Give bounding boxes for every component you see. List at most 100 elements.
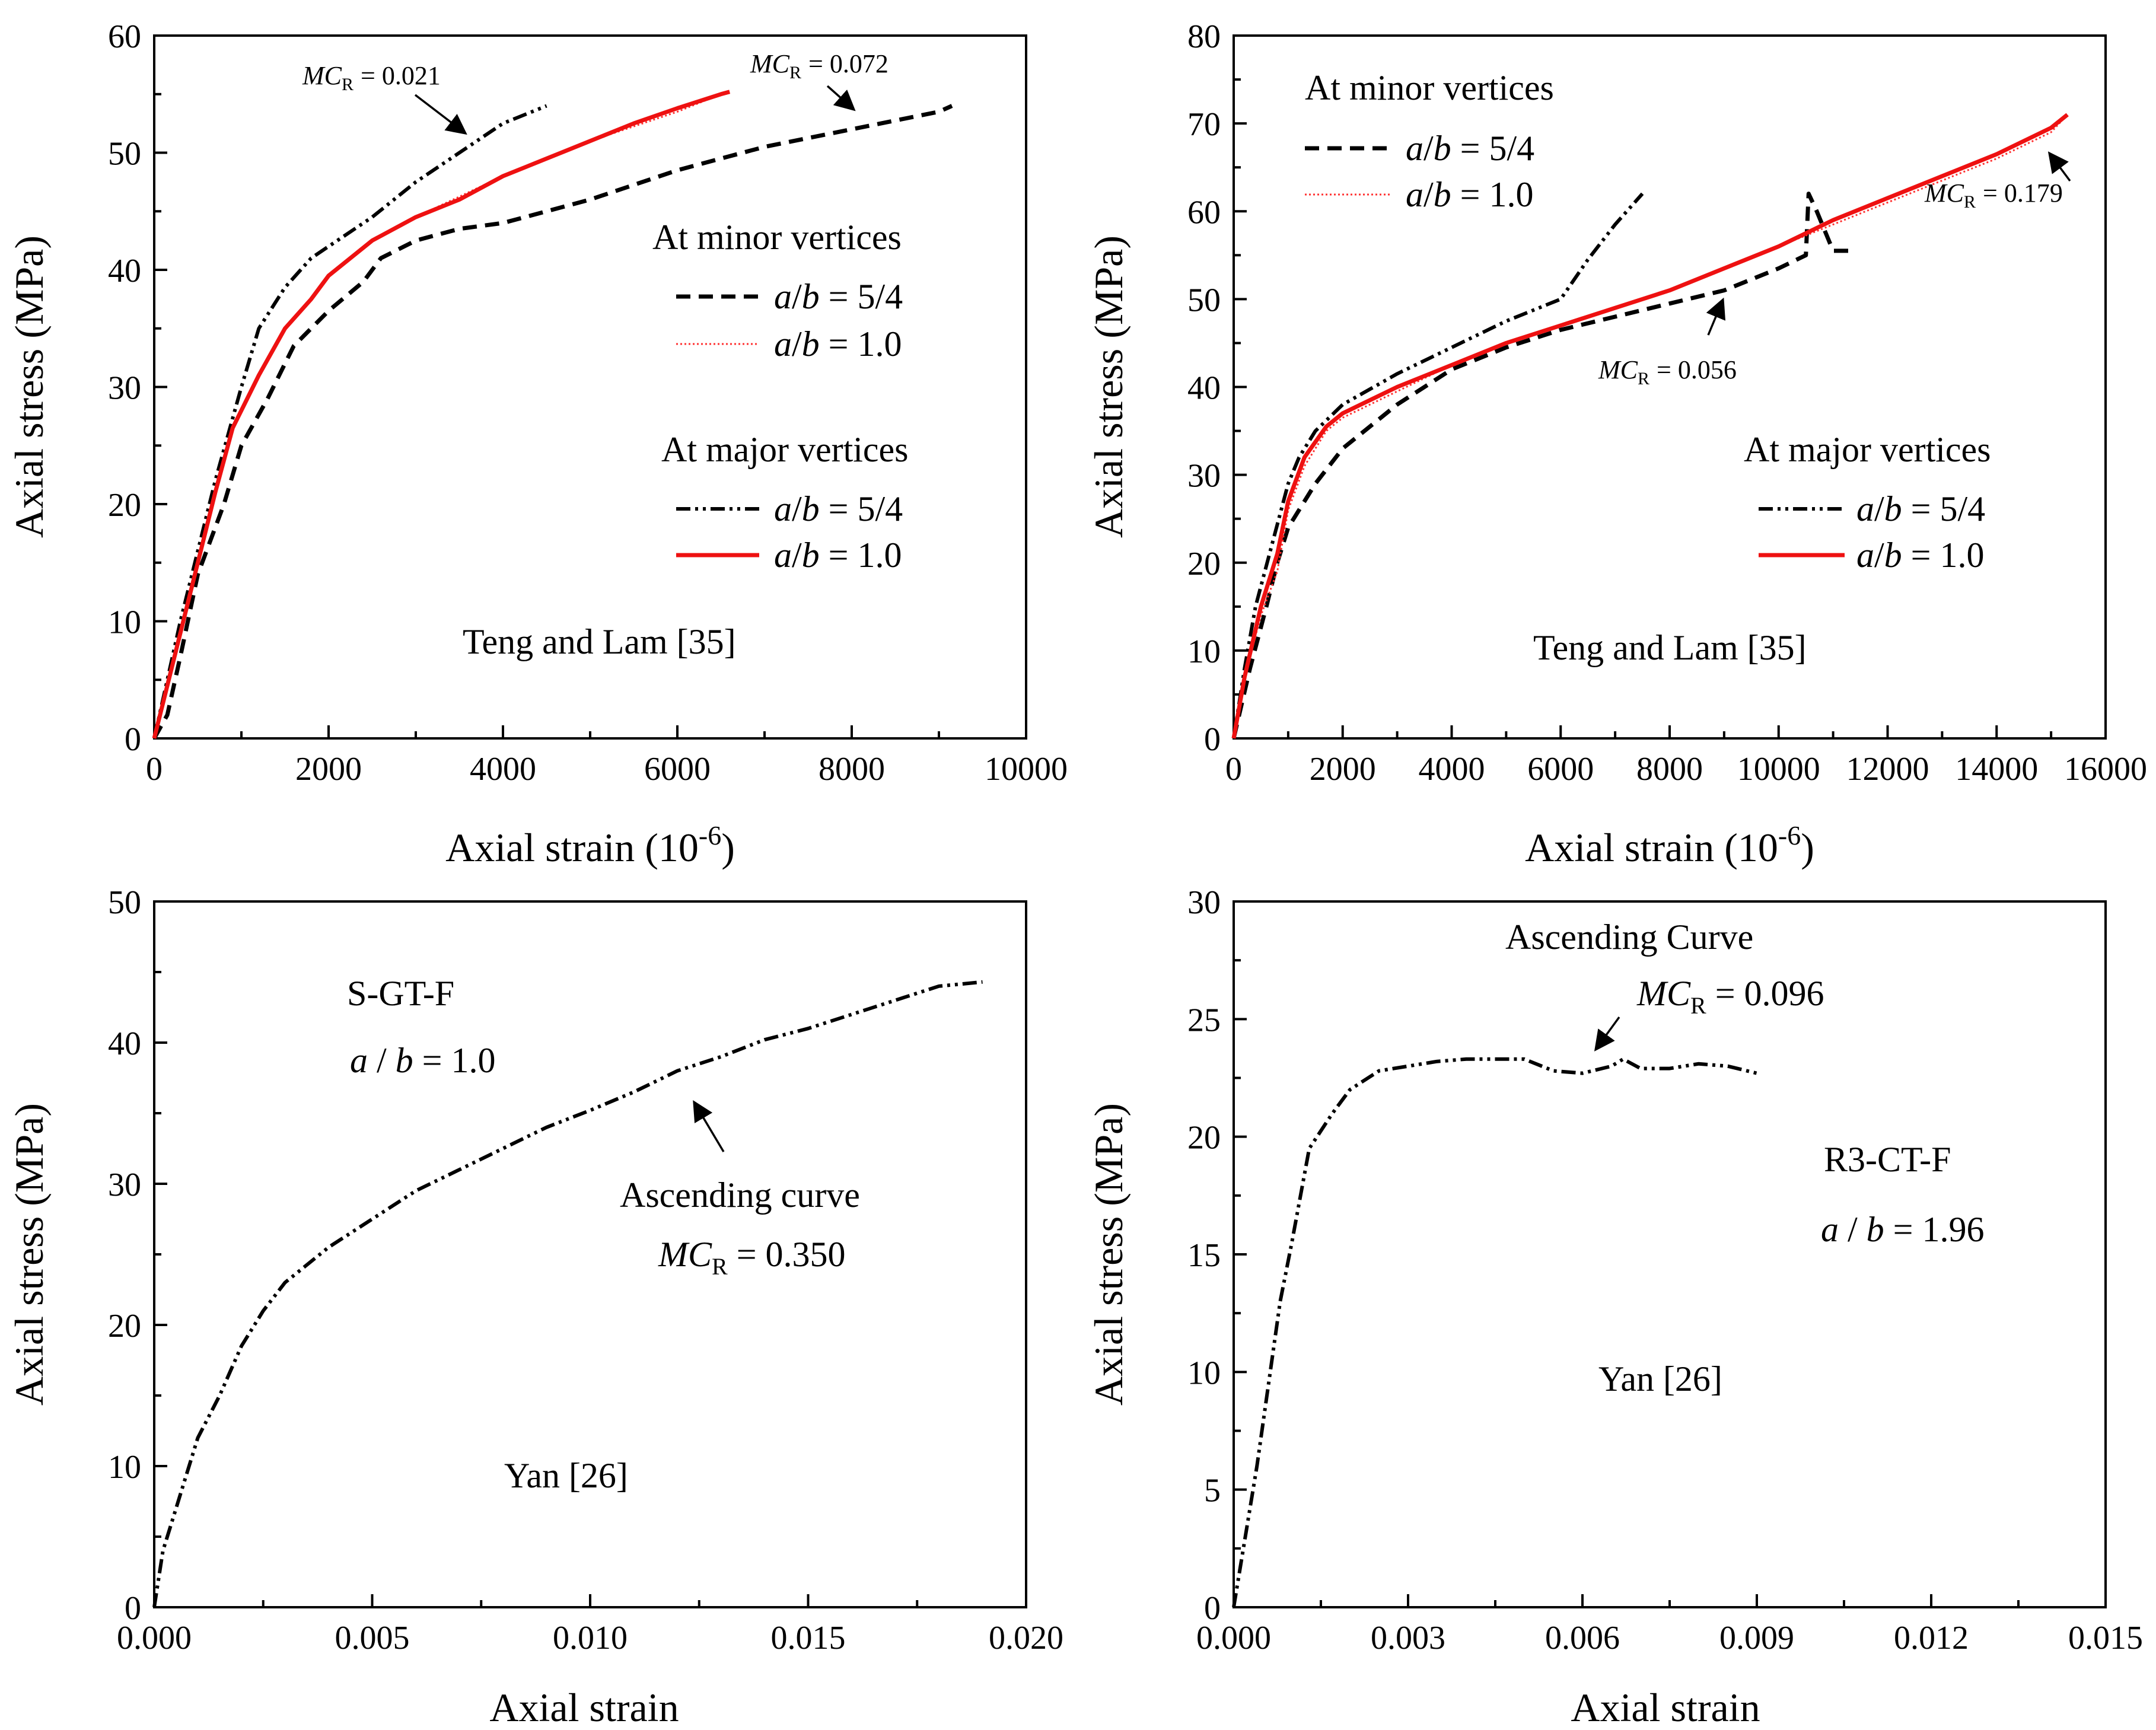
panel-1-y-tick-label: 10 [108, 604, 141, 641]
panel-1-mc-annotation-1: MCR = 0.021 [302, 61, 441, 94]
panel-4-x-axis-label: Axial strain [1571, 1685, 1760, 1730]
panel-2-series-line-2 [1232, 192, 1644, 739]
panel-2-x-tick-label: 6000 [1527, 751, 1594, 788]
panel-3-y-tick-label: 20 [108, 1308, 141, 1345]
panel-2-y-tick-label: 20 [1187, 546, 1221, 582]
panel-2-y-tick-label: 80 [1187, 18, 1221, 55]
panel-1-y-axis-label: Axial stress (MPa) [7, 235, 52, 538]
panel-2-legend: At minor vertices a/b = 5/4 a/b = 1.0 At… [1305, 68, 1991, 575]
panel-2-x-tick-label: 8000 [1636, 751, 1703, 788]
panel-2-y-tick-label: 0 [1204, 721, 1221, 758]
panel-4: 0.000 0.003 0.006 0.009 0.012 0.015 0 5 10 15 20 25… [1086, 884, 2143, 1730]
panel-1-legend-label-major-54: a/b = 5/4 [774, 489, 903, 528]
panel-2-series-line-0 [1231, 192, 1850, 739]
panel-3-annotation-arrow [693, 1100, 725, 1152]
panel-3-x-tick-label: 0.000 [117, 1620, 192, 1656]
panel-2-x-tick-label: 14000 [1955, 751, 2038, 788]
panel-3-y-tick-label: 10 [108, 1449, 141, 1486]
panel-2: 0 2000 4000 6000 8000 10000 12000 14000 16000 0 10… [1086, 18, 2147, 870]
panel-4-y-tick-label: 20 [1187, 1120, 1221, 1156]
panel-2-y-tick-label: 40 [1187, 370, 1221, 407]
panel-4-x-tick-label: 0.009 [1719, 1620, 1794, 1656]
panel-3-y-tick-label: 0 [125, 1590, 141, 1627]
panel-2-mc-arrow-2 [2047, 151, 2071, 182]
panel-1-legend: At minor vertices a/b = 5/4 a/b = 1.0 At… [652, 218, 909, 575]
panel-1-x-tick-label: 4000 [470, 751, 536, 788]
panel-4-y-axis-label: Axial stress (MPa) [1086, 1103, 1131, 1406]
panel-3-specimen: S-GT-F [347, 974, 454, 1013]
panel-1-series-line-2 [152, 104, 547, 739]
panel-2-legend-major-title: At major vertices [1744, 430, 1991, 469]
panel-1-legend-label-minor-10: a/b = 1.0 [774, 324, 902, 364]
panel-4-y-tick-label: 30 [1187, 884, 1221, 921]
panel-4-ticks: 0.000 0.003 0.006 0.009 0.012 0.015 0 5 10 15 20 25… [1187, 884, 2143, 1656]
panel-3-y-tick-label: 40 [108, 1025, 141, 1062]
panel-1-legend-label-major-10: a/b = 1.0 [774, 536, 902, 575]
panel-4-x-tick-label: 0.000 [1196, 1620, 1271, 1656]
panel-3-source: Yan [26] [504, 1456, 628, 1495]
panel-1-legend-minor-title: At minor vertices [652, 218, 902, 257]
panel-2-legend-label-minor-54: a/b = 5/4 [1406, 129, 1534, 168]
panel-4-y-tick-label: 10 [1187, 1355, 1221, 1391]
panel-3-ratio: a / b = 1.0 [350, 1041, 496, 1080]
panel-3-mc-annotation: MCR = 0.350 [658, 1235, 846, 1280]
panel-3: 0.000 0.005 0.010 0.015 0.020 0 10 20 30 40 50 Axi… [7, 884, 1063, 1730]
panel-1-y-tick-label: 60 [108, 18, 141, 55]
panel-1-ticks: 0 2000 4000 6000 8000 10000 0 10 20 30 40 50 60 [108, 18, 1068, 788]
panel-2-mc-annotation-2: MCR = 0.179 [1924, 179, 2063, 212]
panel-4-y-tick-label: 0 [1204, 1590, 1221, 1627]
panel-4-x-tick-label: 0.003 [1371, 1620, 1445, 1656]
panel-1-x-tick-label: 6000 [644, 751, 711, 788]
panel-1-y-tick-label: 20 [108, 487, 141, 524]
panel-2-x-axis-label: Axial strain (10-6) [1525, 820, 1814, 870]
panel-1-x-axis-label: Axial strain (10-6) [445, 820, 735, 870]
panel-2-series [1231, 113, 2069, 739]
panel-2-series-line-3 [1231, 113, 2069, 739]
panel-4-mc-annotation: MCR = 0.096 [1636, 974, 1824, 1019]
panel-4-specimen: R3-CT-F [1824, 1140, 1951, 1179]
panel-4-y-tick-label: 5 [1204, 1473, 1221, 1509]
panel-2-legend-label-minor-10: a/b = 1.0 [1406, 175, 1534, 214]
panel-1-series [152, 90, 953, 740]
panel-4-source: Yan [26] [1598, 1359, 1722, 1398]
panel-1-legend-major-title: At major vertices [661, 430, 909, 469]
panel-3-plot-area [153, 900, 1027, 1608]
panel-2-y-tick-label: 50 [1187, 282, 1221, 318]
panel-3-series-line-0 [152, 980, 983, 1608]
panel-1-y-tick-label: 40 [108, 253, 141, 289]
panel-2-x-tick-label: 4000 [1419, 751, 1485, 788]
panel-1-x-tick-label: 8000 [819, 751, 885, 788]
panel-4-x-tick-label: 0.015 [2068, 1620, 2143, 1656]
panel-2-x-tick-label: 12000 [1846, 751, 1929, 788]
panel-2-y-tick-label: 10 [1187, 633, 1221, 670]
panel-1-mc-annotation-2: MCR = 0.072 [750, 49, 888, 82]
panel-3-y-tick-label: 50 [108, 884, 141, 921]
panel-1-source: Teng and Lam [35] [463, 622, 736, 661]
panel-2-y-tick-label: 30 [1187, 458, 1221, 495]
panel-3-ticks: 0.000 0.005 0.010 0.015 0.020 0 10 20 30 40 50 [108, 884, 1063, 1656]
panel-3-x-tick-label: 0.010 [553, 1620, 628, 1656]
panel-4-series-line-0 [1232, 1057, 1757, 1608]
panel-2-legend-minor-title: At minor vertices [1305, 68, 1554, 107]
panel-2-mc-annotation-1: MCR = 0.056 [1598, 355, 1737, 388]
panel-1-y-tick-label: 50 [108, 136, 141, 173]
panel-1-x-tick-label: 2000 [295, 751, 362, 788]
panel-4-annotation-arrow [1594, 1016, 1620, 1052]
panel-2-x-tick-label: 0 [1225, 751, 1242, 788]
panel-3-y-tick-label: 30 [108, 1167, 141, 1203]
panel-3-x-tick-label: 0.005 [335, 1620, 410, 1656]
panel-1-mc-arrow-2 [826, 85, 856, 111]
panel-1-x-tick-label: 10000 [985, 751, 1068, 788]
panel-3-x-tick-label: 0.020 [989, 1620, 1063, 1656]
panel-2-y-tick-label: 70 [1187, 106, 1221, 143]
panel-2-x-tick-label: 10000 [1737, 751, 1820, 788]
panel-4-series [1232, 1057, 1757, 1608]
panel-3-series [152, 980, 983, 1608]
panel-4-annotation-text: Ascending Curve [1505, 917, 1753, 957]
panel-2-source: Teng and Lam [35] [1533, 628, 1807, 667]
panel-1-legend-label-minor-54: a/b = 5/4 [774, 277, 903, 316]
panel-1-y-tick-label: 0 [125, 721, 141, 758]
panel-1-series-line-0 [152, 104, 953, 740]
panel-4-y-tick-label: 25 [1187, 1002, 1221, 1038]
